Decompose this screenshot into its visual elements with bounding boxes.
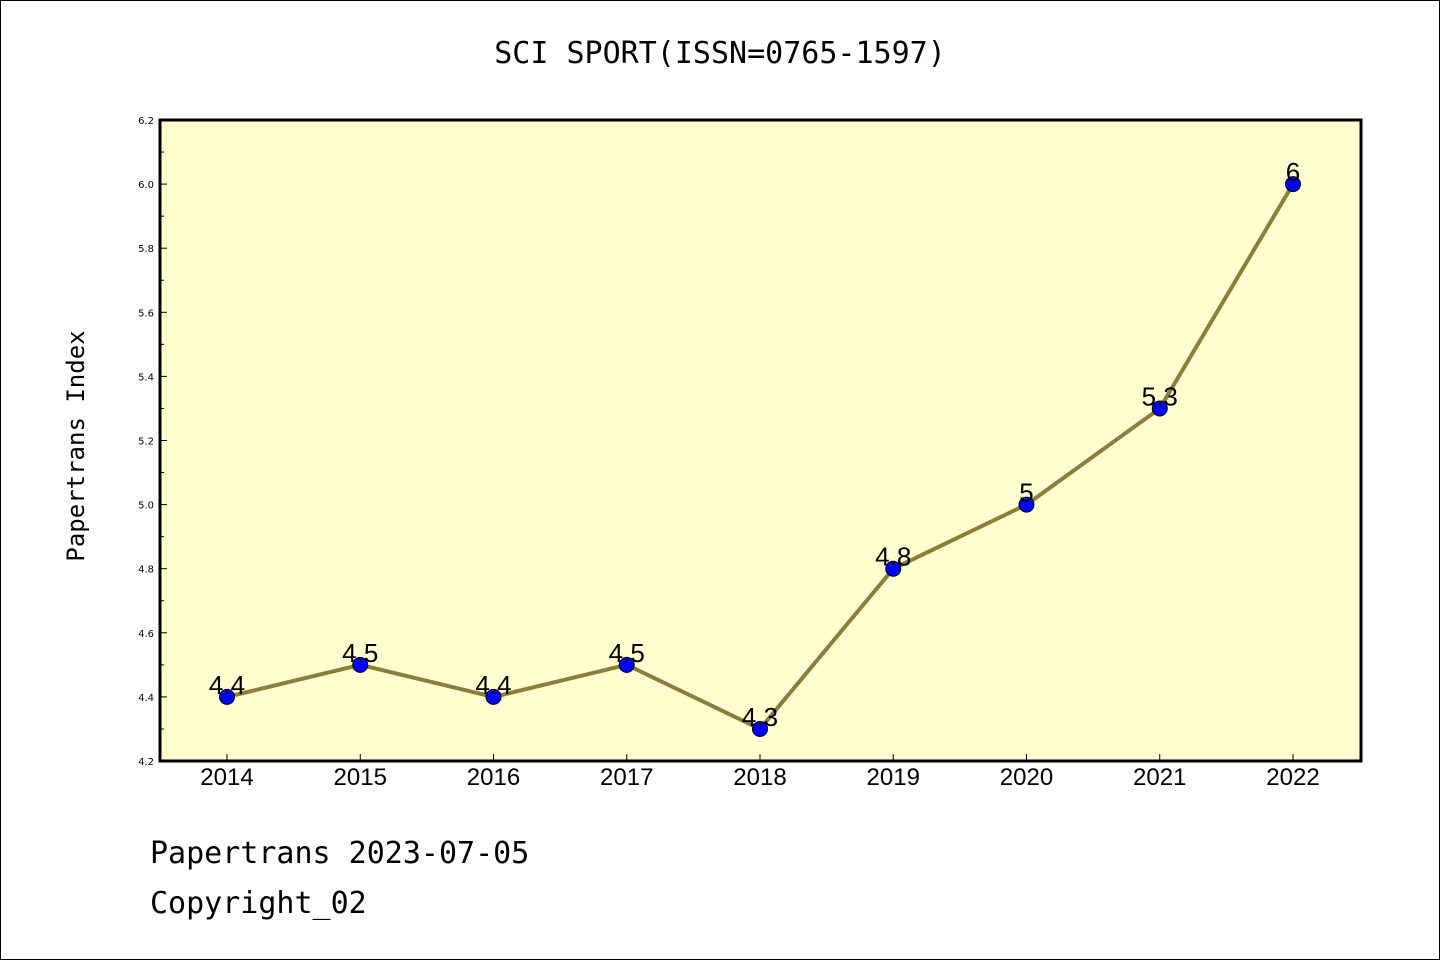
data-point-marker	[352, 656, 369, 673]
footer-date: Papertrans 2023-07-05	[150, 836, 530, 871]
y-tick-label: 6.2	[138, 116, 154, 127]
data-point-marker	[219, 688, 235, 705]
plot-area	[158, 118, 1363, 763]
y-tick-label: 4.8	[138, 565, 154, 576]
x-tick-label: 2020	[1000, 764, 1053, 791]
data-label: 4.5	[609, 638, 645, 668]
data-label-group: 4.4 4.5 4.4 4.5 4.3 4.8 5 5.3 6	[209, 157, 1300, 732]
data-label: 4.4	[475, 670, 511, 700]
y-tick-label: 5.2	[138, 437, 154, 448]
data-label: 5	[1019, 478, 1033, 508]
data-label: 6	[1286, 157, 1300, 187]
data-point-marker	[752, 720, 768, 737]
data-point-marker	[618, 656, 635, 673]
y-axis: 4.2 4.4 4.6 4.8 5.0 5.2 5.4 5.6 5.8 6.0 6.2	[138, 116, 167, 768]
data-point-marker	[885, 560, 902, 577]
data-label: 4.3	[742, 702, 778, 732]
y-tick-label: 4.2	[138, 757, 154, 768]
chart-title: SCI SPORT(ISSN=0765-1597)	[494, 36, 946, 71]
y-tick-label: 5.4	[138, 372, 154, 383]
y-tick-label: 5.8	[138, 244, 154, 255]
x-tick-label: 2022	[1266, 764, 1319, 791]
data-label: 4.4	[209, 670, 245, 700]
y-tick-label: 6.0	[138, 180, 154, 191]
data-point-marker	[1018, 496, 1035, 513]
series-line-group	[219, 176, 1301, 737]
y-tick-label: 5.6	[138, 308, 154, 319]
x-tick-label: 2019	[867, 764, 920, 791]
footer-copyright: Copyright_02	[150, 886, 367, 921]
y-tick-label: 5.0	[138, 501, 154, 512]
x-tick-label: 2016	[467, 764, 520, 791]
data-label: 4.5	[342, 638, 378, 668]
y-tick-label: 4.4	[138, 693, 154, 704]
x-axis: 2014 2015 2016 2017 2018 2019 2020 2021 2022	[200, 754, 1320, 791]
x-tick-label: 2021	[1133, 764, 1186, 791]
data-point-marker	[1151, 400, 1168, 417]
data-label: 4.8	[875, 542, 911, 572]
data-point-marker	[485, 688, 502, 705]
data-point-marker	[1285, 176, 1301, 193]
x-tick-label: 2015	[334, 764, 387, 791]
y-tick-label: 4.6	[138, 629, 154, 640]
x-tick-label: 2014	[200, 764, 253, 791]
data-label: 5.3	[1142, 381, 1178, 411]
x-tick-label: 2017	[600, 764, 653, 791]
x-tick-label: 2018	[733, 764, 786, 791]
